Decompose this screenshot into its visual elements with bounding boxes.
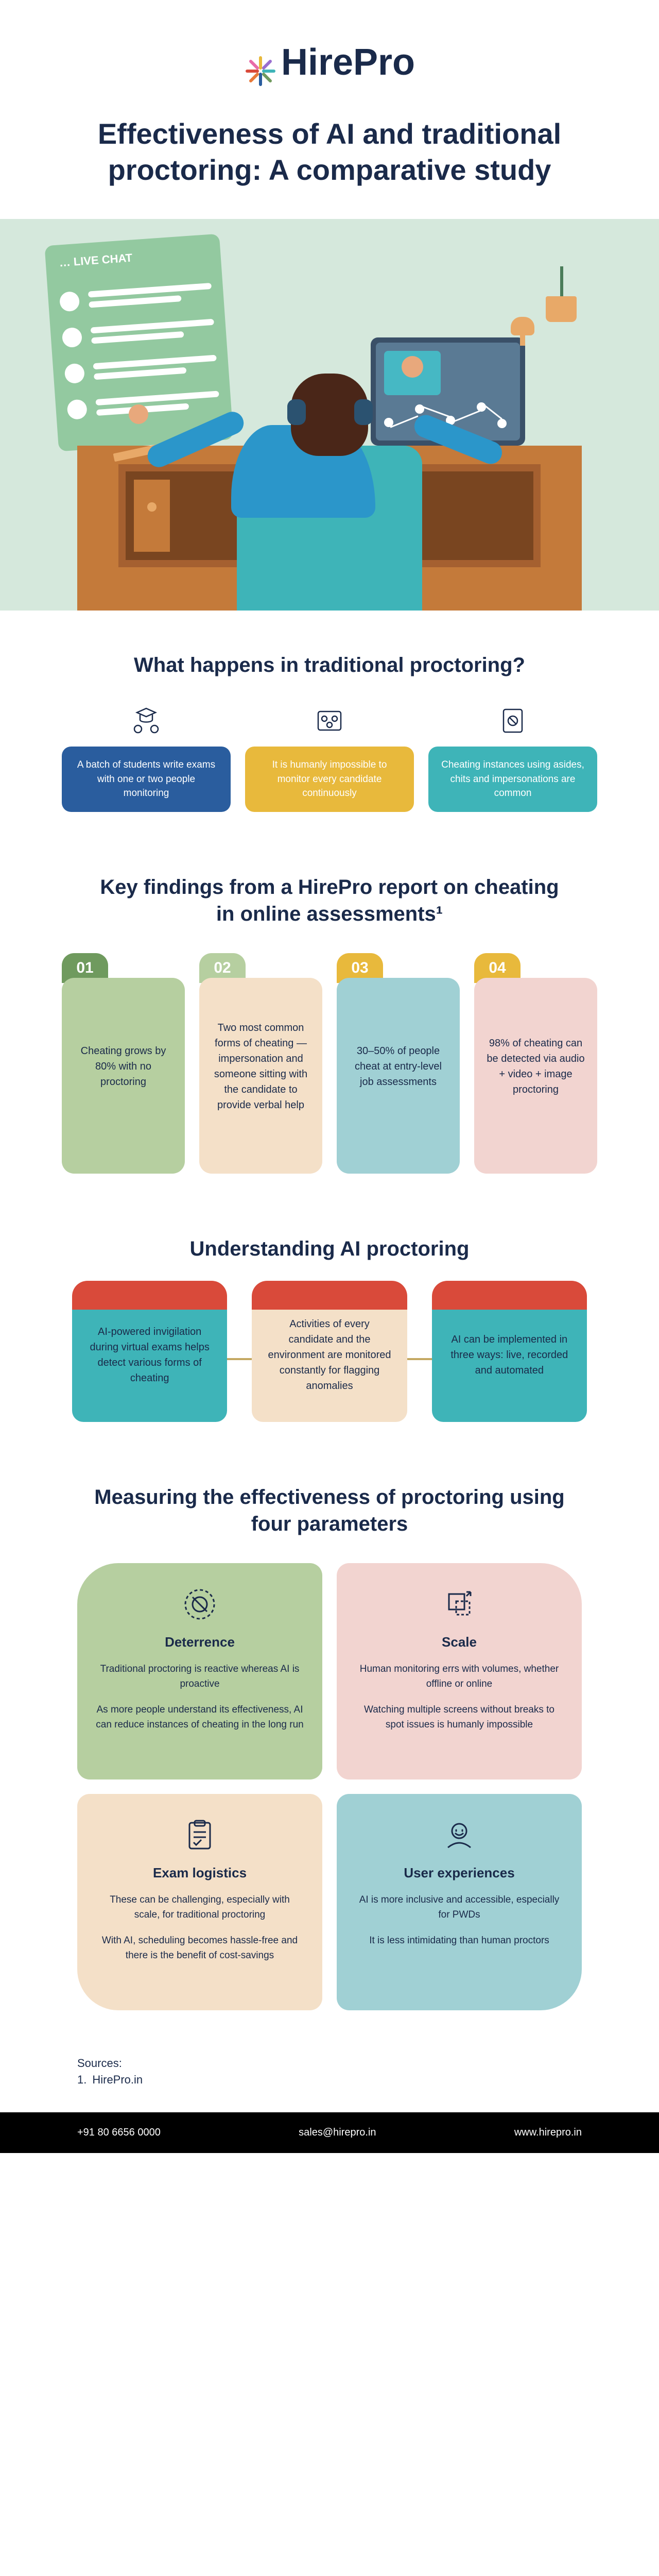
traditional-cards: A batch of students write exams with one…	[0, 704, 659, 833]
param-card-deterrence: Deterrence Traditional proctoring is rea…	[77, 1563, 322, 1780]
chat-panel-title: … LIVE CHAT	[44, 234, 221, 282]
section-title-traditional: What happens in traditional proctoring?	[0, 611, 659, 704]
param-title: Exam logistics	[96, 1865, 304, 1881]
param-title: Deterrence	[96, 1634, 304, 1650]
footer-email: sales@hirepro.in	[299, 2127, 376, 2139]
param-card-logistics: Exam logistics These can be challenging,…	[77, 1794, 322, 2010]
footer: +91 80 6656 0000 sales@hirepro.in www.hi…	[0, 2112, 659, 2153]
find-card-3: 30–50% of people cheat at entry-level jo…	[337, 978, 460, 1174]
shield-icon	[181, 1586, 218, 1623]
findings-cards: 01 Cheating grows by 80% with no proctor…	[0, 953, 659, 1194]
students-icon	[130, 704, 163, 737]
section-title-params: Measuring the effectiveness of proctorin…	[0, 1443, 659, 1563]
logo-text: HirePro	[281, 42, 415, 83]
hero-illustration: … LIVE CHAT	[0, 219, 659, 611]
ai-card-2: Activities of every candidate and the en…	[252, 1288, 407, 1422]
trad-card-2: It is humanly impossible to monitor ever…	[245, 747, 414, 812]
document-icon	[496, 704, 529, 737]
param-card-scale: Scale Human monitoring errs with volumes…	[337, 1563, 582, 1780]
param-title: User experiences	[355, 1865, 563, 1881]
ai-card-3: AI can be implemented in three ways: liv…	[432, 1288, 587, 1422]
source-item: 1. HirePro.in	[77, 2073, 582, 2087]
logo-star-icon	[244, 55, 277, 90]
scale-icon	[441, 1586, 478, 1623]
ai-cards: AI-powered invigilation during virtual e…	[0, 1288, 659, 1443]
crowd-icon	[313, 704, 346, 737]
section-title-findings: Key findings from a HirePro report on ch…	[0, 833, 659, 953]
find-card-4: 98% of cheating can be detected via audi…	[474, 978, 597, 1174]
footer-url: www.hirepro.in	[514, 2127, 582, 2139]
section-title-ai: Understanding AI proctoring	[0, 1194, 659, 1288]
param-title: Scale	[355, 1634, 563, 1650]
user-smile-icon	[441, 1817, 478, 1854]
param-card-ux: User experiences AI is more inclusive an…	[337, 1794, 582, 2010]
find-card-2: Two most common forms of cheating — impe…	[199, 978, 322, 1174]
footer-phone: +91 80 6656 0000	[77, 2127, 161, 2139]
logo-block: HirePro	[0, 0, 659, 106]
trad-card-3: Cheating instances using asides, chits a…	[428, 747, 597, 812]
sources-block: Sources: 1. HirePro.in	[0, 2041, 659, 2112]
clipboard-icon	[181, 1817, 218, 1854]
webcam-icon	[511, 317, 534, 335]
params-grid: Deterrence Traditional proctoring is rea…	[0, 1563, 659, 2041]
ai-card-1: AI-powered invigilation during virtual e…	[72, 1288, 227, 1422]
sources-title: Sources:	[77, 2057, 582, 2070]
page-title: Effectiveness of AI and traditional proc…	[0, 106, 659, 219]
find-card-1: Cheating grows by 80% with no proctoring	[62, 978, 185, 1174]
trad-card-1: A batch of students write exams with one…	[62, 747, 231, 812]
